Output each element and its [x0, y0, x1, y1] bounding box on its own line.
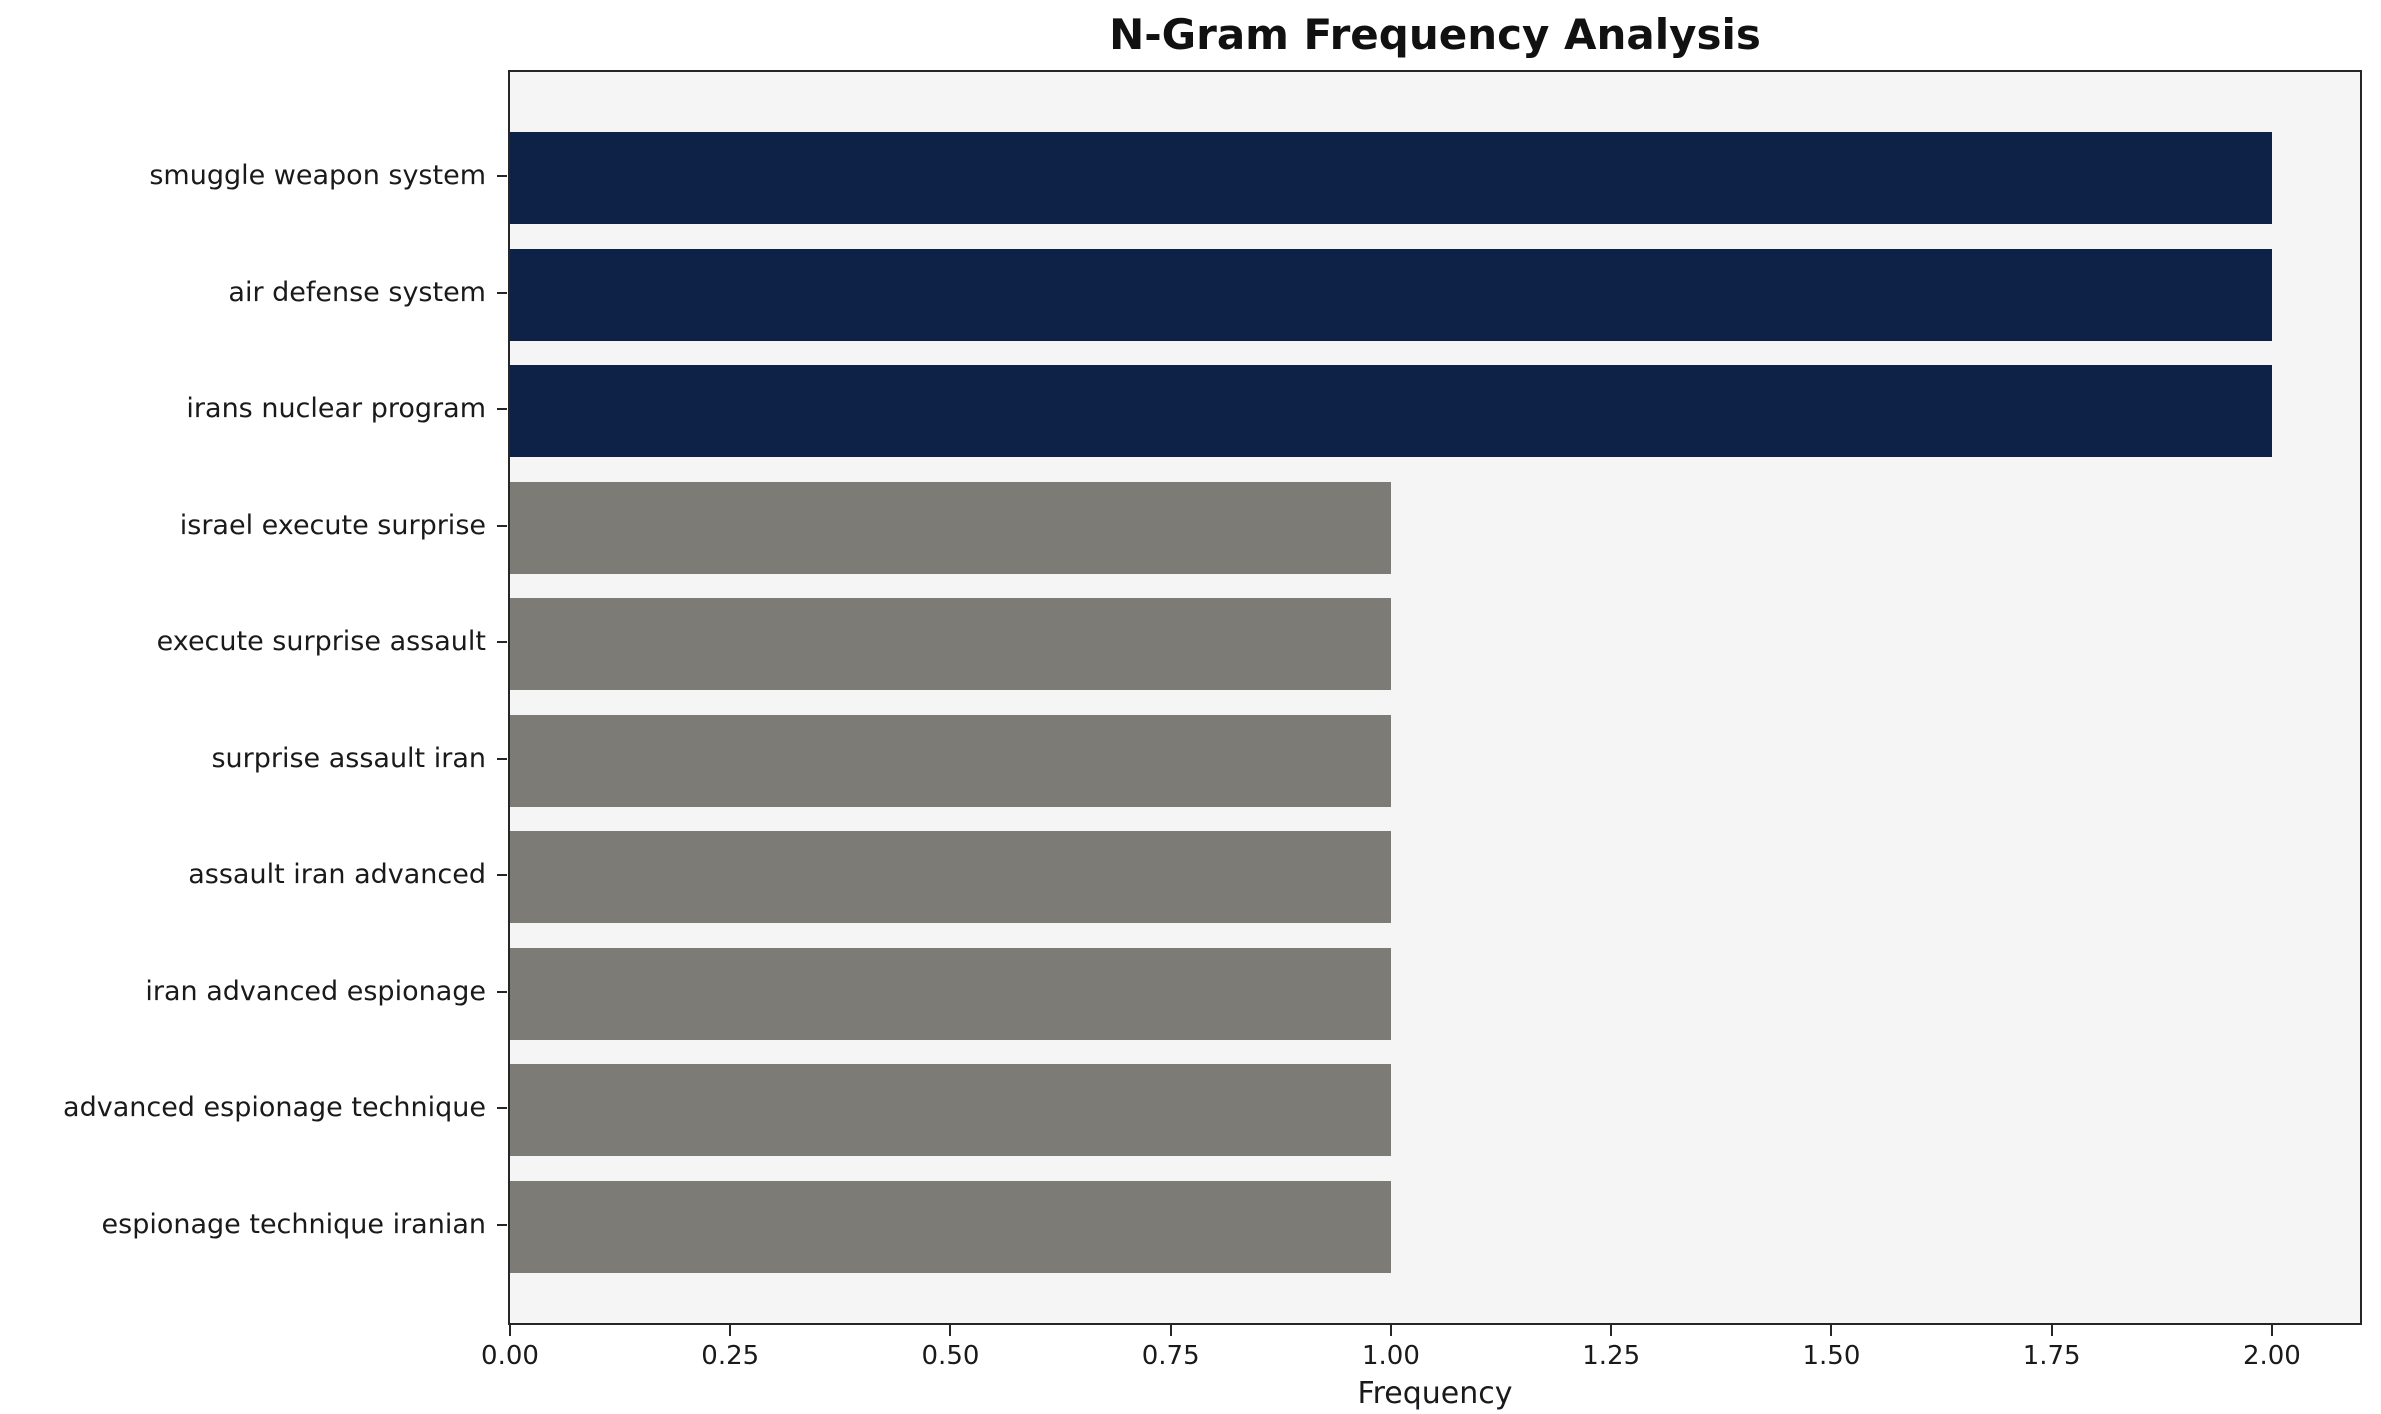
bar	[510, 831, 1391, 923]
y-tick-mark	[497, 408, 507, 410]
y-tick-mark	[497, 524, 507, 527]
y-tick-mark	[497, 990, 507, 993]
x-tick-label: 1.25	[1582, 1341, 1641, 1371]
x-tick-label: 1.50	[1802, 1341, 1861, 1371]
bar	[510, 132, 2272, 224]
y-tick-mark	[497, 641, 507, 643]
y-tick-mark	[497, 1223, 507, 1226]
y-tick-label: assault iran advanced	[188, 859, 486, 890]
bar	[510, 947, 1391, 1040]
y-tick-label: israel execute surprise	[179, 509, 486, 541]
y-tick-mark	[497, 1107, 507, 1109]
y-tick-label: iran advanced espionage	[145, 975, 486, 1007]
y-tick-label: espionage technique iranian	[101, 1208, 486, 1240]
y-tick-label: irans nuclear program	[186, 393, 486, 424]
x-tick-mark	[729, 1325, 732, 1336]
x-tick-label: 2.00	[2242, 1341, 2301, 1371]
chart-title: N-Gram Frequency Analysis	[1109, 10, 1761, 59]
x-tick-mark	[1389, 1325, 1392, 1336]
y-tick-label: surprise assault iran	[211, 742, 486, 774]
y-tick-mark	[497, 874, 507, 876]
x-tick-label: 0.50	[921, 1341, 980, 1371]
y-tick-label: execute surprise assault	[156, 626, 486, 657]
x-tick-mark	[949, 1325, 952, 1336]
x-tick-label: 0.75	[1141, 1341, 1200, 1371]
x-tick-mark	[1169, 1325, 1172, 1336]
x-axis-title: Frequency	[1357, 1376, 1513, 1411]
x-tick-mark	[2270, 1325, 2273, 1336]
y-tick-label: smuggle weapon system	[149, 160, 486, 191]
y-tick-label: advanced espionage technique	[63, 1092, 486, 1123]
x-tick-mark	[1610, 1325, 1613, 1336]
bar	[510, 481, 1391, 574]
x-tick-label: 1.00	[1361, 1341, 1420, 1371]
x-tick-mark	[509, 1325, 511, 1336]
y-tick-label: air defense system	[228, 276, 486, 308]
bar	[510, 714, 1391, 807]
x-tick-label: 0.00	[481, 1341, 539, 1371]
bar	[510, 248, 2272, 341]
plot-area	[508, 70, 2362, 1325]
y-tick-mark	[497, 291, 507, 294]
y-tick-mark	[497, 175, 507, 177]
x-tick-label: 1.75	[2022, 1341, 2081, 1371]
bar	[510, 365, 2272, 457]
x-tick-mark	[2050, 1325, 2053, 1336]
x-tick-mark	[1830, 1325, 1833, 1336]
y-tick-mark	[497, 757, 507, 760]
x-tick-label: 0.25	[701, 1341, 760, 1371]
bar	[510, 1180, 1391, 1273]
bar	[510, 1064, 1391, 1156]
bar	[510, 598, 1391, 690]
